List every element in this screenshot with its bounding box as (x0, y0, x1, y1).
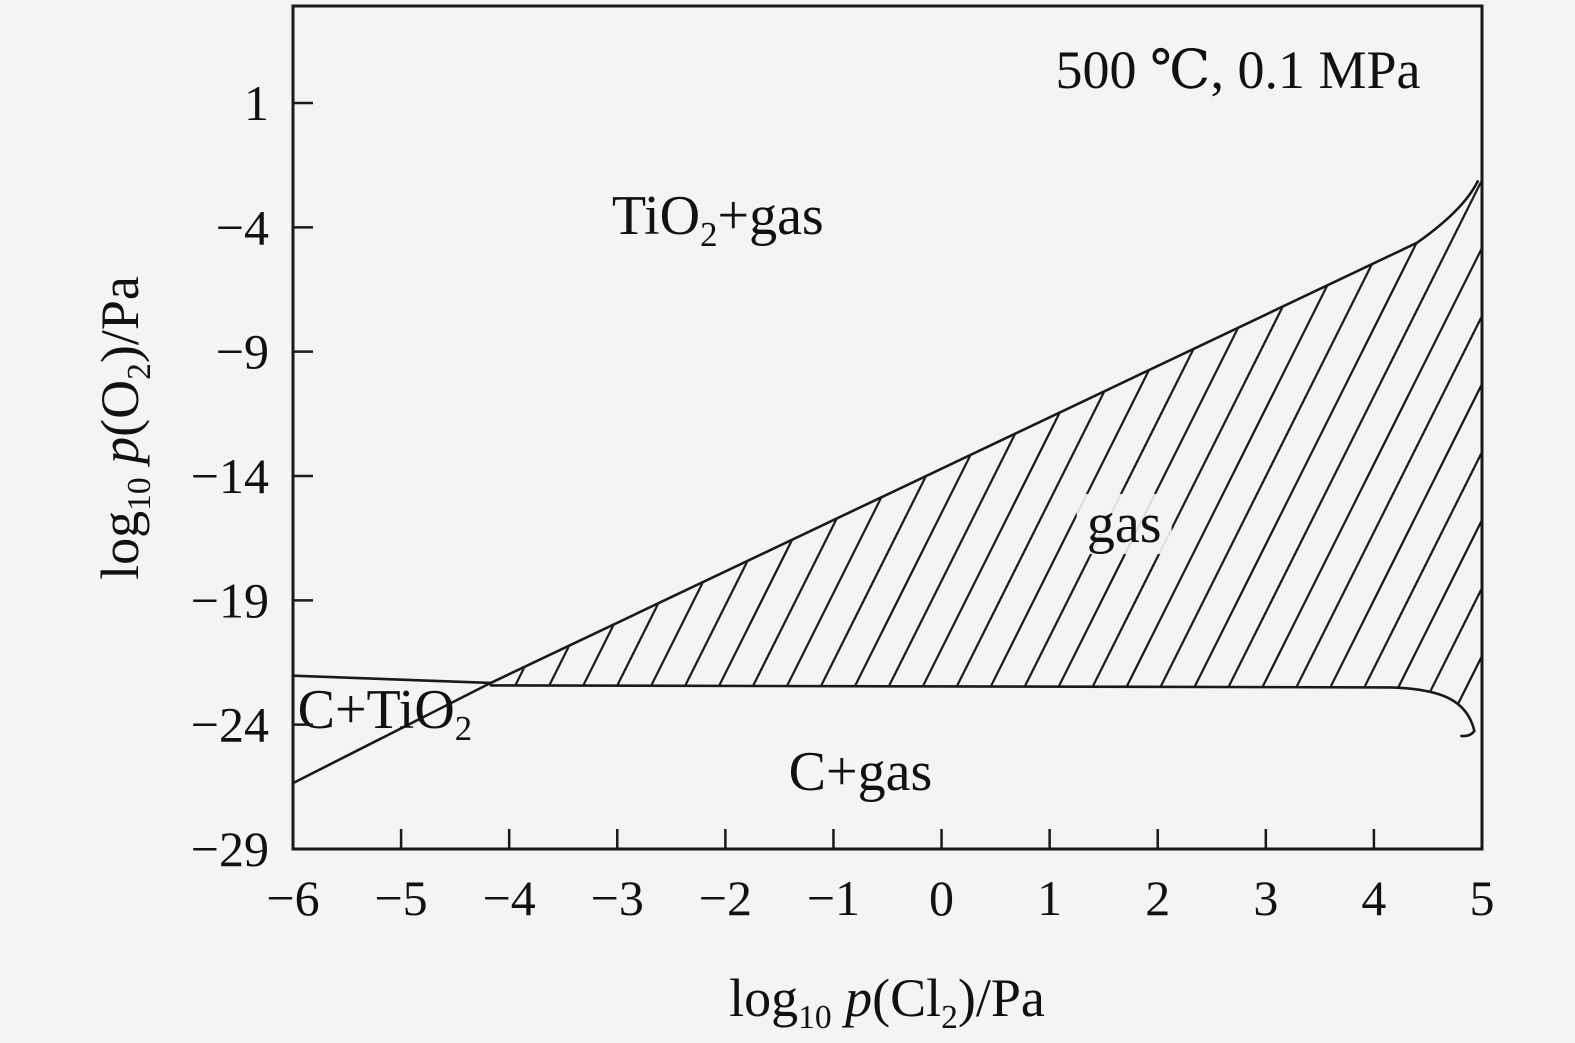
boundary-line-1 (291, 681, 493, 785)
label-subscript: 10 (798, 998, 832, 1036)
x-axis-title: log10 p(Cl2)/Pa (729, 968, 1045, 1034)
hatch-line (951, 181, 1433, 733)
region-label-tio2-gas: TiO2+gas (611, 185, 824, 252)
label-text: (Cl (872, 968, 942, 1028)
plot-frame (291, 4, 1484, 851)
label-subscript: 2 (700, 215, 718, 255)
conditions-annotation: 500 ℃, 0.1 MPa (1055, 40, 1421, 100)
label-subscript: 2 (941, 998, 958, 1036)
hatch-line (543, 181, 1025, 733)
hatch-line (1325, 181, 1482, 733)
y-tick-label: −14 (191, 448, 269, 504)
x-tick-label: −1 (807, 870, 860, 926)
label-text: )/Pa (90, 276, 150, 364)
hatch-line (849, 181, 1331, 733)
region-label-gas: gas (1076, 493, 1172, 556)
boundary-line-2 (489, 180, 1479, 685)
hatch-line (1019, 181, 1482, 733)
x-tick-label: 4 (1361, 870, 1386, 926)
hatch-line (1155, 181, 1482, 733)
y-tick-label: −9 (216, 324, 269, 380)
boundary-line-3 (489, 684, 1476, 738)
y-axis-title: log10 p(O2)/Pa (90, 276, 158, 580)
label-subscript: 10 (120, 477, 158, 511)
label-text: +gas (717, 185, 824, 248)
label-text: C+gas (788, 740, 933, 803)
hatch-line (1461, 181, 1482, 733)
hatch-line (490, 181, 821, 733)
x-tick-label: −4 (483, 870, 536, 926)
hatch-line (490, 181, 855, 733)
label-text: (O (90, 379, 150, 437)
label-text: p (90, 436, 150, 464)
hatch-line (917, 181, 1399, 733)
label-text: log (729, 968, 799, 1028)
hatch-line (1359, 181, 1482, 733)
y-tick-label: −4 (216, 199, 269, 255)
region-label-c-gas: C+gas (789, 744, 933, 800)
y-tick-label: −19 (191, 572, 269, 628)
hatch-line (1223, 181, 1482, 733)
label-text: TiO (611, 185, 701, 248)
hatch-pattern-gas-region (490, 0, 1575, 900)
hatch-line (985, 181, 1467, 733)
y-tick-label: −29 (191, 821, 269, 877)
hatch-line (1189, 181, 1482, 733)
label-subscript: 2 (120, 363, 158, 380)
x-tick-label: 1 (1037, 870, 1062, 926)
label-text: p (845, 968, 873, 1028)
hatch-line (1291, 181, 1482, 733)
hatch-line (1121, 181, 1482, 733)
y-tick-label: −24 (191, 697, 269, 753)
hatch-line (883, 181, 1365, 733)
x-tick-label: −3 (591, 870, 644, 926)
x-tick-label: 5 (1470, 870, 1495, 926)
label-text: )/Pa (957, 968, 1045, 1028)
label-subscript: 2 (454, 708, 473, 748)
region-label-c-tio2: C+TiO2 (297, 678, 473, 746)
hatch-line (1053, 181, 1482, 733)
y-tick-label: 1 (244, 75, 269, 131)
x-tick-label: −5 (374, 870, 427, 926)
x-tick-label: 2 (1145, 870, 1170, 926)
x-tick-label: −6 (266, 870, 319, 926)
x-tick-label: 0 (929, 870, 954, 926)
x-tick-label: −2 (699, 870, 752, 926)
hatch-line (713, 181, 1195, 733)
hatch-line (1393, 181, 1482, 733)
hatch-line (1496, 0, 1575, 900)
label-text: log (90, 510, 150, 580)
label-text (832, 968, 846, 1028)
boundary-line-0 (291, 674, 493, 685)
hatch-line (1257, 181, 1482, 733)
label-text: C+TiO (297, 678, 455, 741)
hatch-line (1087, 181, 1482, 733)
x-tick-label: 3 (1253, 870, 1278, 926)
hatch-line (815, 181, 1297, 733)
label-text: gas (1086, 493, 1162, 556)
label-text (90, 464, 150, 478)
